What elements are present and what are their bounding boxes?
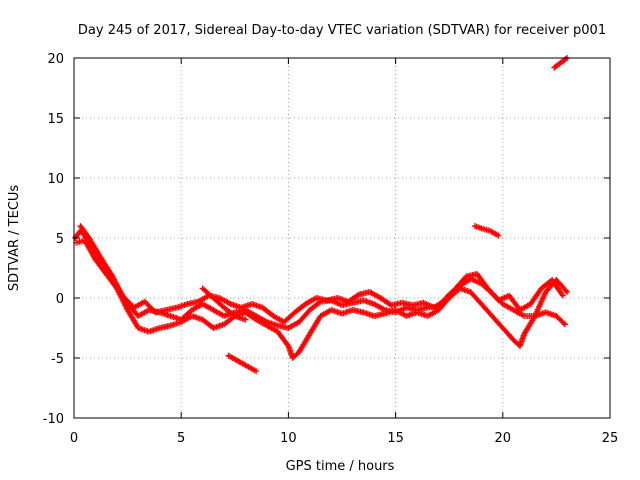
y-tick-label: -5	[51, 352, 64, 367]
y-tick-label: 15	[47, 112, 64, 127]
y-tick-label: 20	[47, 52, 64, 67]
series-track-6	[471, 223, 502, 239]
series-track-3	[77, 223, 566, 325]
series-track-7	[551, 55, 571, 71]
x-tick-label: 20	[495, 431, 512, 446]
x-tick-label: 25	[602, 431, 619, 446]
y-tick-label: -10	[43, 412, 64, 427]
series-markers	[471, 223, 502, 239]
y-axis-label: SDTVAR / TECUs	[7, 185, 22, 292]
y-tick-label: 0	[56, 292, 64, 307]
x-tick-label: 15	[387, 431, 404, 446]
x-tick-label: 0	[70, 431, 78, 446]
data-series	[72, 55, 571, 375]
axis-ticks: 0 5 10 15 20 25 -10 -5 0 5 10 15 20	[43, 52, 619, 446]
x-tick-label: 10	[280, 431, 297, 446]
series-track-2	[73, 237, 571, 361]
chart-title: Day 245 of 2017, Sidereal Day-to-day VTE…	[78, 23, 606, 38]
y-tick-label: 5	[56, 232, 64, 247]
y-tick-label: 10	[47, 172, 64, 187]
grid-lines	[74, 58, 610, 418]
x-axis-label: GPS time / hours	[286, 459, 395, 474]
series-track-5	[225, 352, 260, 375]
series-markers	[225, 352, 260, 375]
series-track-4	[199, 285, 249, 323]
x-tick-label: 5	[177, 431, 185, 446]
